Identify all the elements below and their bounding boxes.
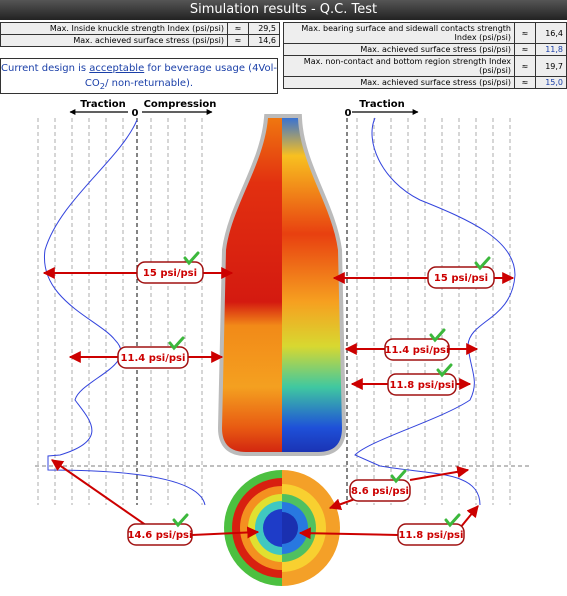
table-row: Max. achieved surface stress (psi/psi) ≈1… <box>0 34 280 47</box>
table-row: Max. Inside knuckle strength Index (psi/… <box>0 22 280 35</box>
stress-curve <box>44 119 206 506</box>
approx-sign: ≈ <box>514 55 536 77</box>
row-label: Max. non-contact and bottom region stren… <box>283 55 515 77</box>
approx-sign: ≈ <box>227 34 249 47</box>
note-text: Current design is <box>1 63 90 74</box>
right-table: Max. bearing surface and sidewall contac… <box>283 22 567 89</box>
callout-box <box>387 373 457 396</box>
callouts: 15 psi/psi 11.4 psi/psi 15 psi/psi 11.4 psi… <box>117 251 495 546</box>
grid-lines <box>35 118 530 505</box>
callout-box <box>384 338 450 361</box>
table-row: Max. bearing surface and sidewall contac… <box>283 22 567 44</box>
callout-label: 8.6 psi/psi <box>351 486 409 497</box>
traction-label: Traction <box>80 99 126 110</box>
table-row: Max. achieved surface stress (psi/psi) ≈1… <box>283 43 567 56</box>
row-value: 14,6 <box>248 34 280 47</box>
row-value: 16,4 <box>535 22 567 44</box>
callout-label: 11.4 psi/psi <box>121 353 186 364</box>
bottom-disk <box>224 470 340 586</box>
row-label: Max. achieved surface stress (psi/psi) <box>283 76 515 89</box>
zero-label: 0 <box>345 108 352 119</box>
zero-label: 0 <box>132 108 139 119</box>
row-value: 15,0 <box>535 76 567 89</box>
row-label: Max. bearing surface and sidewall contac… <box>283 22 515 44</box>
row-value: 19,7 <box>535 55 567 77</box>
check-mark <box>429 328 446 343</box>
callout-label: 11.4 psi/psi <box>385 345 450 356</box>
callout-label: 15 psi/psi <box>143 268 197 279</box>
check-mark <box>444 513 461 528</box>
note-emphasis: acceptable <box>89 63 145 74</box>
check-mark <box>183 251 200 266</box>
callout-box <box>127 523 193 546</box>
approx-sign: ≈ <box>514 43 536 56</box>
note-text: / non-returnable). <box>105 78 194 89</box>
callout-box <box>397 523 465 546</box>
callout-box <box>117 346 189 369</box>
note-text: for beverage usage (4Vol-CO <box>84 63 278 89</box>
note: Current design is acceptable for beverag… <box>0 58 278 94</box>
header-title: Simulation results - Q.C. Test <box>0 0 567 20</box>
note-subscript: 2 <box>99 81 106 91</box>
check-mark <box>168 336 185 351</box>
table-row: Max. achieved surface stress (psi/psi) ≈1… <box>283 76 567 89</box>
approx-sign: ≈ <box>227 22 249 35</box>
row-label: Max. achieved surface stress (psi/psi) <box>0 34 228 47</box>
traction-label: Traction <box>359 99 405 110</box>
callout-label: 11.8 psi/psi <box>399 530 464 541</box>
callout-label: 14.6 psi/psi <box>128 530 193 541</box>
row-value: 29,5 <box>248 22 280 35</box>
check-mark <box>436 363 453 378</box>
callout-box <box>427 266 495 289</box>
row-label: Max. Inside knuckle strength Index (psi/… <box>0 22 228 35</box>
row-value: 11,8 <box>535 43 567 56</box>
table-row: Max. non-contact and bottom region stren… <box>283 55 567 77</box>
check-mark <box>474 256 491 271</box>
approx-sign: ≈ <box>514 22 536 44</box>
callout-label: 11.8 psi/psi <box>390 380 455 391</box>
stress-curve <box>354 117 516 506</box>
check-mark <box>172 513 189 528</box>
compression-label: Compression <box>144 99 217 110</box>
left-table: Max. Inside knuckle strength Index (psi/… <box>0 22 280 47</box>
approx-sign: ≈ <box>514 76 536 89</box>
callout-box <box>136 261 204 284</box>
callout-box <box>349 479 411 502</box>
row-label: Max. achieved surface stress (psi/psi) <box>283 43 515 56</box>
callout-label: 15 psi/psi <box>434 273 488 284</box>
check-mark <box>390 469 407 484</box>
